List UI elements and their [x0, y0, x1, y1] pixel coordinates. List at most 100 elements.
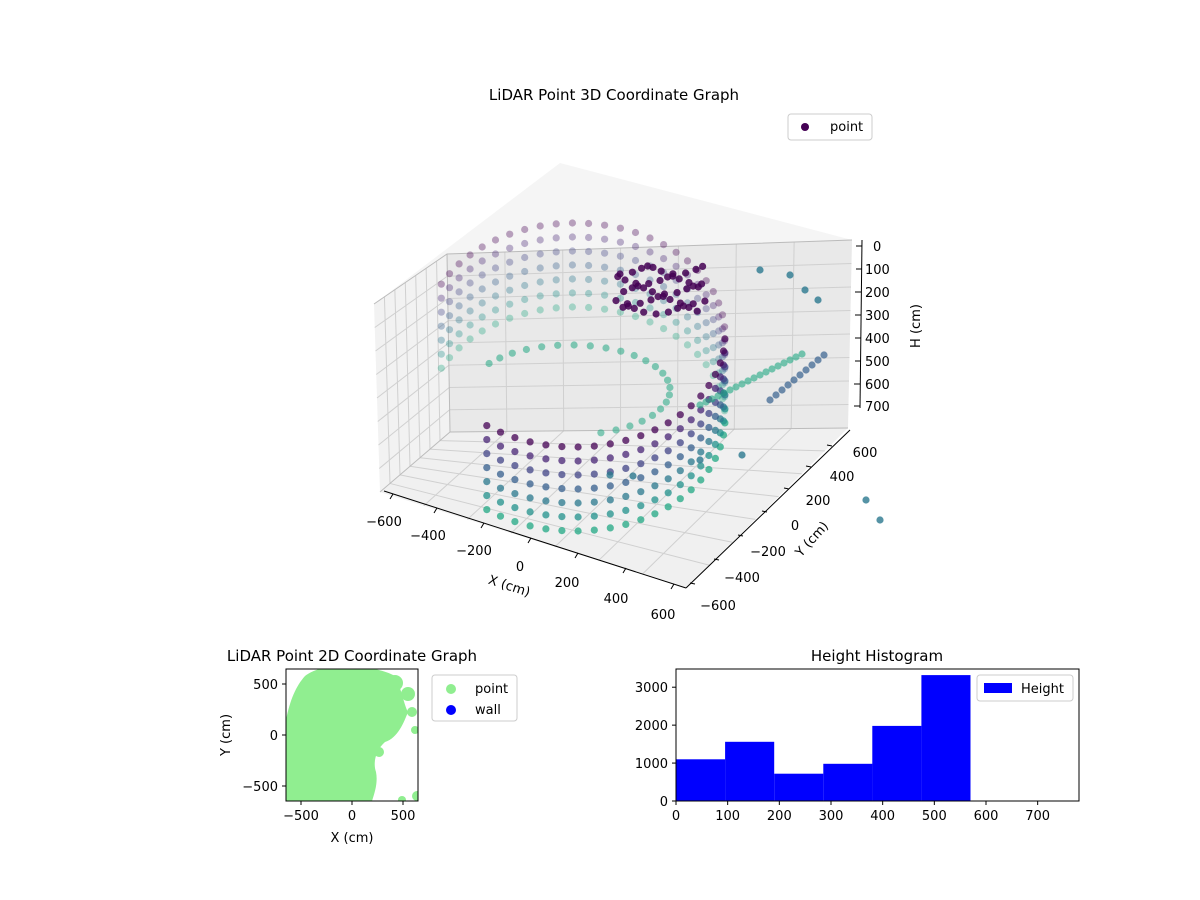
x-tick-label: 400 [604, 592, 629, 607]
y-tick-label: 0 [791, 519, 799, 534]
histogram-x-ticks: 0 100 200 300 400 500 600 700 [672, 801, 1050, 824]
grid-line [448, 333, 851, 344]
scatter-point [606, 440, 614, 448]
scatter-point [673, 289, 681, 297]
scatter-point [511, 434, 519, 442]
scatter-point [478, 313, 486, 321]
scatter-point [646, 318, 654, 326]
scatter-point [637, 446, 645, 454]
scatter-point [631, 242, 640, 251]
scatter-point [626, 422, 634, 430]
scatter-point [536, 264, 544, 272]
scatter-point [445, 298, 454, 306]
legend-hist-label: Height [1021, 682, 1064, 697]
scatter-point [664, 447, 672, 455]
scatter-point [642, 357, 650, 365]
scatter-point [506, 286, 514, 294]
scatter-point [466, 279, 474, 287]
y-tick-label: 2000 [635, 719, 668, 734]
scatter-point [638, 417, 646, 425]
scatter-point [778, 386, 786, 394]
scatter-point [485, 359, 493, 368]
legend-marker-wall [446, 705, 456, 715]
scatter-point [616, 224, 625, 232]
scatter-point [606, 482, 614, 490]
scatter-point [705, 423, 713, 432]
scatter-point [637, 488, 645, 496]
x-ticks: −600 −400 −200 0 200 400 600 [366, 493, 675, 623]
scatter-point [669, 272, 677, 280]
scatter-point [697, 420, 705, 428]
x-tick-label: 400 [870, 809, 895, 824]
scatter-point [702, 361, 710, 369]
scatter-point [437, 294, 445, 302]
pane-edges [373, 239, 853, 493]
scatter-point [511, 448, 519, 456]
scatter-point [705, 437, 713, 446]
scatter-point [672, 332, 680, 340]
scatter-point [601, 221, 609, 229]
scatter-point [685, 303, 693, 311]
pane-floor [380, 428, 848, 588]
scatter-point [478, 285, 486, 293]
scatter-point [637, 474, 645, 482]
scatter-point [437, 280, 445, 288]
scatter-point [697, 448, 705, 456]
scatter-point [616, 252, 625, 260]
scatter-point [637, 460, 645, 468]
scatter-point [585, 261, 593, 270]
scatter-point [774, 362, 782, 370]
scatter-point [601, 291, 609, 299]
scatter-point [455, 330, 463, 338]
grid-line [449, 380, 850, 388]
scatter-point [622, 506, 630, 514]
scatter-point [772, 391, 780, 399]
grid-line [423, 431, 508, 507]
scatter-point [491, 292, 500, 300]
scatter-point [445, 312, 454, 320]
scatter-point [750, 374, 758, 382]
scatter-point [664, 489, 672, 497]
scatter-point [702, 347, 710, 355]
scatter-point [455, 316, 463, 324]
histogram-title: Height Histogram [811, 647, 943, 665]
scatter-point [602, 344, 610, 352]
scatter-point [798, 350, 806, 358]
z-tick-label: 600 [865, 378, 890, 393]
scatter-point [786, 271, 794, 279]
legend-2d-label-wall: wall [475, 703, 501, 718]
scatter-point [705, 381, 713, 390]
scatter-point [656, 276, 664, 285]
scatter-point [491, 250, 500, 258]
scatter-point [585, 219, 593, 228]
scatter-point [705, 451, 713, 460]
scatter-point [631, 256, 640, 265]
scatter-point [622, 464, 630, 472]
scatter-point [659, 292, 667, 300]
scatter-point [672, 262, 680, 270]
scatter-point [631, 228, 640, 237]
legend-hist: Height [976, 674, 1074, 702]
y-tick-label: 0 [660, 795, 668, 810]
scatter-point [732, 383, 740, 391]
scatter-point [437, 364, 445, 372]
scatter-point [437, 322, 445, 330]
scatter-point [568, 233, 577, 241]
scatter-point [590, 512, 598, 520]
scatter-point [437, 336, 445, 344]
legend-marker-point [446, 684, 456, 694]
scatter-point [552, 276, 560, 284]
scatter-point [676, 439, 684, 447]
scatter-point [558, 485, 566, 493]
scatter-point [496, 484, 505, 492]
histogram-bar [774, 773, 824, 801]
scatter-point [606, 471, 614, 479]
grid3d [374, 241, 852, 575]
scatter-point [586, 342, 594, 350]
scatter-point [478, 327, 486, 335]
scatter-point [614, 273, 622, 281]
scatter-point [792, 353, 800, 361]
scatter-point [437, 350, 445, 358]
scatter-point [649, 263, 657, 271]
scatter-point [637, 502, 645, 510]
